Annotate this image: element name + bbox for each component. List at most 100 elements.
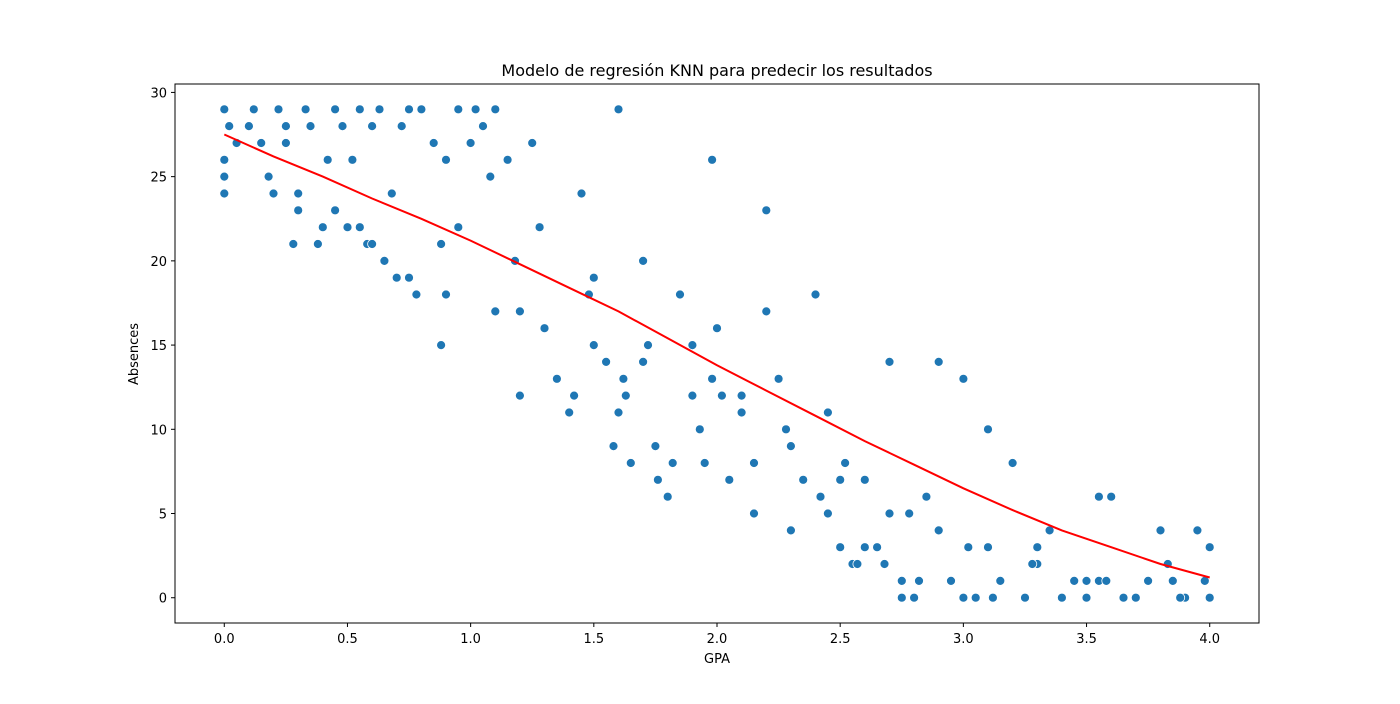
data-point: [539, 323, 550, 334]
data-point: [317, 222, 328, 233]
data-point: [354, 222, 365, 233]
data-point: [761, 306, 772, 317]
data-point: [470, 104, 481, 115]
data-point: [1032, 542, 1043, 553]
data-point: [963, 542, 974, 553]
x-tick-label: 1.0: [460, 632, 481, 647]
data-point: [914, 576, 924, 586]
data-point: [958, 592, 969, 603]
data-point: [736, 390, 747, 401]
data-point: [786, 525, 796, 536]
data-point: [638, 255, 648, 266]
data-point: [441, 289, 451, 300]
data-point: [396, 121, 407, 131]
x-tick-label: 3.5: [1076, 632, 1097, 647]
data-point: [404, 272, 414, 283]
y-tick-label: 20: [150, 255, 167, 270]
data-point: [872, 542, 882, 553]
data-point: [909, 592, 919, 603]
data-point: [1069, 576, 1080, 586]
data-point: [879, 559, 890, 569]
data-point: [465, 138, 476, 148]
data-point: [970, 592, 981, 603]
x-tick-label: 0.5: [337, 632, 358, 647]
data-point: [643, 340, 653, 351]
data-point: [707, 373, 717, 384]
data-point: [823, 508, 833, 519]
y-tick-label: 15: [150, 339, 167, 354]
data-point: [620, 390, 631, 401]
data-point: [773, 373, 784, 384]
data-point: [1204, 592, 1215, 603]
data-point: [1081, 576, 1092, 586]
data-point: [946, 576, 956, 586]
x-tick-label: 2.5: [830, 632, 851, 647]
data-point: [815, 491, 826, 502]
y-axis-ticks: 0 5 10 15 20 25 30: [150, 86, 175, 607]
data-point: [436, 239, 447, 249]
data-point: [884, 508, 895, 519]
data-point: [1130, 592, 1141, 603]
data-point: [608, 441, 619, 452]
data-point: [288, 239, 299, 249]
data-point: [717, 390, 727, 401]
data-point: [749, 508, 759, 519]
data-point: [1007, 458, 1018, 468]
data-point: [1118, 592, 1129, 603]
data-point: [391, 272, 402, 283]
x-axis-ticks: 0.0 0.5 1.0 1.5 2.0 2.5 3.0 3.5 4.0: [214, 623, 1220, 647]
data-point: [896, 592, 907, 603]
data-point: [1027, 559, 1038, 569]
data-point: [761, 205, 772, 216]
data-point: [798, 474, 809, 485]
x-tick-label: 1.5: [583, 632, 604, 647]
data-point: [576, 188, 587, 199]
data-point: [650, 441, 661, 452]
data-point: [219, 104, 230, 115]
data-point: [453, 222, 464, 233]
data-point: [515, 306, 525, 317]
data-point: [675, 289, 685, 300]
data-point: [613, 104, 624, 115]
y-axis-label: Absences: [127, 323, 142, 385]
data-point: [884, 356, 895, 367]
data-point: [983, 424, 993, 435]
y-tick-label: 25: [150, 171, 167, 186]
data-point: [280, 121, 291, 131]
data-point: [312, 239, 323, 249]
data-point: [330, 205, 341, 216]
data-point: [219, 171, 230, 182]
data-point: [367, 239, 378, 249]
data-point: [921, 491, 932, 502]
data-point: [933, 356, 944, 367]
data-point: [453, 104, 464, 115]
data-point: [1057, 592, 1067, 603]
data-point: [1155, 525, 1166, 536]
data-point: [416, 104, 427, 115]
y-tick-label: 30: [150, 86, 167, 101]
data-point: [653, 474, 663, 485]
data-point: [933, 525, 944, 536]
data-point: [618, 373, 629, 384]
plot-area: [219, 104, 1215, 603]
data-point: [707, 154, 717, 165]
data-point: [859, 542, 870, 553]
data-point: [224, 121, 235, 131]
data-point: [485, 171, 496, 182]
data-point: [367, 121, 378, 131]
data-point: [374, 104, 385, 115]
data-point: [386, 188, 397, 199]
data-point: [810, 289, 821, 300]
data-point: [305, 121, 316, 131]
data-point: [263, 171, 274, 182]
data-point: [243, 121, 254, 131]
data-point: [852, 559, 863, 569]
data-point: [859, 474, 870, 485]
data-point: [441, 154, 451, 165]
data-point: [379, 255, 390, 266]
data-point: [534, 222, 545, 233]
y-tick-label: 0: [159, 592, 167, 607]
data-point: [322, 154, 333, 165]
